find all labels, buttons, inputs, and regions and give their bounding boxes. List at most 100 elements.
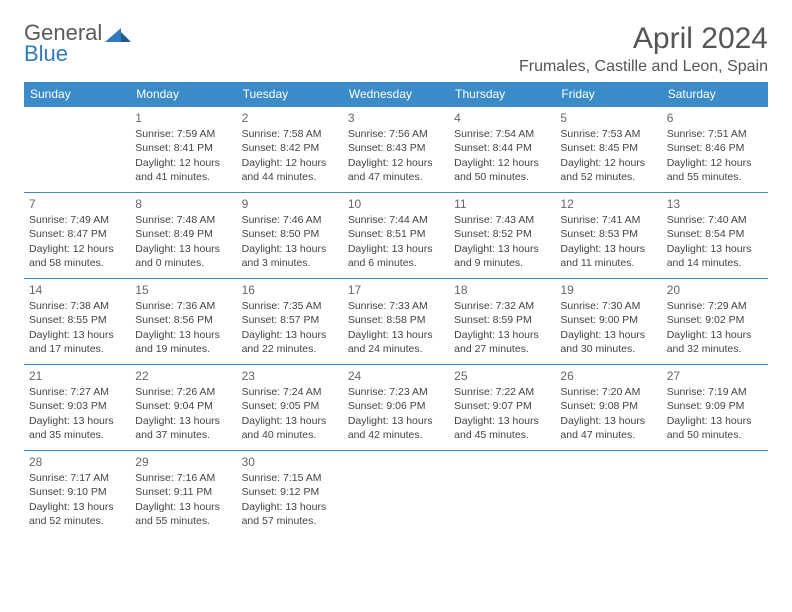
sunset-text: Sunset: 8:43 PM: [348, 141, 444, 155]
day-number: 29: [135, 454, 231, 470]
sunrise-text: Sunrise: 7:58 AM: [242, 127, 338, 141]
daylight-text: Daylight: 13 hours and 30 minutes.: [560, 328, 656, 356]
calendar-cell: 18Sunrise: 7:32 AMSunset: 8:59 PMDayligh…: [449, 278, 555, 364]
day-number: 20: [667, 282, 763, 298]
day-header: Monday: [130, 82, 236, 106]
brand-logo: General Blue: [24, 22, 131, 65]
calendar-cell: 4Sunrise: 7:54 AMSunset: 8:44 PMDaylight…: [449, 106, 555, 192]
day-number: 19: [560, 282, 656, 298]
daylight-text: Daylight: 13 hours and 50 minutes.: [667, 414, 763, 442]
daylight-text: Daylight: 13 hours and 32 minutes.: [667, 328, 763, 356]
daylight-text: Daylight: 13 hours and 24 minutes.: [348, 328, 444, 356]
calendar-cell: 3Sunrise: 7:56 AMSunset: 8:43 PMDaylight…: [343, 106, 449, 192]
daylight-text: Daylight: 13 hours and 3 minutes.: [242, 242, 338, 270]
sunset-text: Sunset: 8:44 PM: [454, 141, 550, 155]
day-number: 8: [135, 196, 231, 212]
sunrise-text: Sunrise: 7:49 AM: [29, 213, 125, 227]
daylight-text: Daylight: 12 hours and 52 minutes.: [560, 156, 656, 184]
sunset-text: Sunset: 9:05 PM: [242, 399, 338, 413]
calendar-grid: SundayMondayTuesdayWednesdayThursdayFrid…: [24, 82, 768, 536]
day-number: 3: [348, 110, 444, 126]
day-number: 2: [242, 110, 338, 126]
sunrise-text: Sunrise: 7:36 AM: [135, 299, 231, 313]
sunrise-text: Sunrise: 7:48 AM: [135, 213, 231, 227]
calendar-cell: 27Sunrise: 7:19 AMSunset: 9:09 PMDayligh…: [662, 364, 768, 450]
sunrise-text: Sunrise: 7:27 AM: [29, 385, 125, 399]
daylight-text: Daylight: 13 hours and 52 minutes.: [29, 500, 125, 528]
calendar-cell: [343, 450, 449, 536]
calendar-cell: 19Sunrise: 7:30 AMSunset: 9:00 PMDayligh…: [555, 278, 661, 364]
day-number: 24: [348, 368, 444, 384]
sunrise-text: Sunrise: 7:24 AM: [242, 385, 338, 399]
sunrise-text: Sunrise: 7:22 AM: [454, 385, 550, 399]
calendar-cell: 11Sunrise: 7:43 AMSunset: 8:52 PMDayligh…: [449, 192, 555, 278]
daylight-text: Daylight: 13 hours and 11 minutes.: [560, 242, 656, 270]
calendar-cell: 29Sunrise: 7:16 AMSunset: 9:11 PMDayligh…: [130, 450, 236, 536]
calendar-cell: 7Sunrise: 7:49 AMSunset: 8:47 PMDaylight…: [24, 192, 130, 278]
day-number: 27: [667, 368, 763, 384]
sunset-text: Sunset: 9:03 PM: [29, 399, 125, 413]
day-number: 7: [29, 196, 125, 212]
calendar-cell: 2Sunrise: 7:58 AMSunset: 8:42 PMDaylight…: [237, 106, 343, 192]
day-number: 5: [560, 110, 656, 126]
sunrise-text: Sunrise: 7:54 AM: [454, 127, 550, 141]
sunset-text: Sunset: 9:02 PM: [667, 313, 763, 327]
sunset-text: Sunset: 8:51 PM: [348, 227, 444, 241]
day-number: 28: [29, 454, 125, 470]
sunset-text: Sunset: 8:59 PM: [454, 313, 550, 327]
sunrise-text: Sunrise: 7:33 AM: [348, 299, 444, 313]
sunrise-text: Sunrise: 7:41 AM: [560, 213, 656, 227]
day-number: 30: [242, 454, 338, 470]
sunset-text: Sunset: 9:12 PM: [242, 485, 338, 499]
calendar-cell: [662, 450, 768, 536]
daylight-text: Daylight: 13 hours and 17 minutes.: [29, 328, 125, 356]
daylight-text: Daylight: 13 hours and 14 minutes.: [667, 242, 763, 270]
sunset-text: Sunset: 8:56 PM: [135, 313, 231, 327]
sunrise-text: Sunrise: 7:26 AM: [135, 385, 231, 399]
sunset-text: Sunset: 8:42 PM: [242, 141, 338, 155]
day-header: Sunday: [24, 82, 130, 106]
header: General Blue April 2024 Frumales, Castil…: [24, 22, 768, 76]
calendar-cell: 8Sunrise: 7:48 AMSunset: 8:49 PMDaylight…: [130, 192, 236, 278]
sunrise-text: Sunrise: 7:46 AM: [242, 213, 338, 227]
sunrise-text: Sunrise: 7:44 AM: [348, 213, 444, 227]
calendar-cell: 17Sunrise: 7:33 AMSunset: 8:58 PMDayligh…: [343, 278, 449, 364]
calendar-cell: 12Sunrise: 7:41 AMSunset: 8:53 PMDayligh…: [555, 192, 661, 278]
day-header: Saturday: [662, 82, 768, 106]
sunset-text: Sunset: 8:57 PM: [242, 313, 338, 327]
daylight-text: Daylight: 12 hours and 44 minutes.: [242, 156, 338, 184]
calendar-cell: [24, 106, 130, 192]
day-number: 11: [454, 196, 550, 212]
daylight-text: Daylight: 13 hours and 9 minutes.: [454, 242, 550, 270]
calendar-cell: 21Sunrise: 7:27 AMSunset: 9:03 PMDayligh…: [24, 364, 130, 450]
sunrise-text: Sunrise: 7:51 AM: [667, 127, 763, 141]
sunrise-text: Sunrise: 7:19 AM: [667, 385, 763, 399]
sunrise-text: Sunrise: 7:29 AM: [667, 299, 763, 313]
calendar-cell: 5Sunrise: 7:53 AMSunset: 8:45 PMDaylight…: [555, 106, 661, 192]
daylight-text: Daylight: 13 hours and 57 minutes.: [242, 500, 338, 528]
sunset-text: Sunset: 9:04 PM: [135, 399, 231, 413]
calendar-cell: 22Sunrise: 7:26 AMSunset: 9:04 PMDayligh…: [130, 364, 236, 450]
day-number: 22: [135, 368, 231, 384]
sunset-text: Sunset: 9:00 PM: [560, 313, 656, 327]
calendar-cell: 14Sunrise: 7:38 AMSunset: 8:55 PMDayligh…: [24, 278, 130, 364]
brand-part2: Blue: [24, 43, 102, 65]
sunrise-text: Sunrise: 7:30 AM: [560, 299, 656, 313]
sunset-text: Sunset: 8:55 PM: [29, 313, 125, 327]
calendar-cell: 23Sunrise: 7:24 AMSunset: 9:05 PMDayligh…: [237, 364, 343, 450]
day-header: Wednesday: [343, 82, 449, 106]
daylight-text: Daylight: 13 hours and 47 minutes.: [560, 414, 656, 442]
sunrise-text: Sunrise: 7:35 AM: [242, 299, 338, 313]
calendar-cell: 26Sunrise: 7:20 AMSunset: 9:08 PMDayligh…: [555, 364, 661, 450]
day-number: 4: [454, 110, 550, 126]
sunset-text: Sunset: 9:06 PM: [348, 399, 444, 413]
daylight-text: Daylight: 13 hours and 22 minutes.: [242, 328, 338, 356]
calendar-cell: 9Sunrise: 7:46 AMSunset: 8:50 PMDaylight…: [237, 192, 343, 278]
daylight-text: Daylight: 13 hours and 55 minutes.: [135, 500, 231, 528]
day-number: 21: [29, 368, 125, 384]
daylight-text: Daylight: 12 hours and 50 minutes.: [454, 156, 550, 184]
day-number: 1: [135, 110, 231, 126]
daylight-text: Daylight: 13 hours and 27 minutes.: [454, 328, 550, 356]
sunset-text: Sunset: 9:07 PM: [454, 399, 550, 413]
daylight-text: Daylight: 13 hours and 42 minutes.: [348, 414, 444, 442]
